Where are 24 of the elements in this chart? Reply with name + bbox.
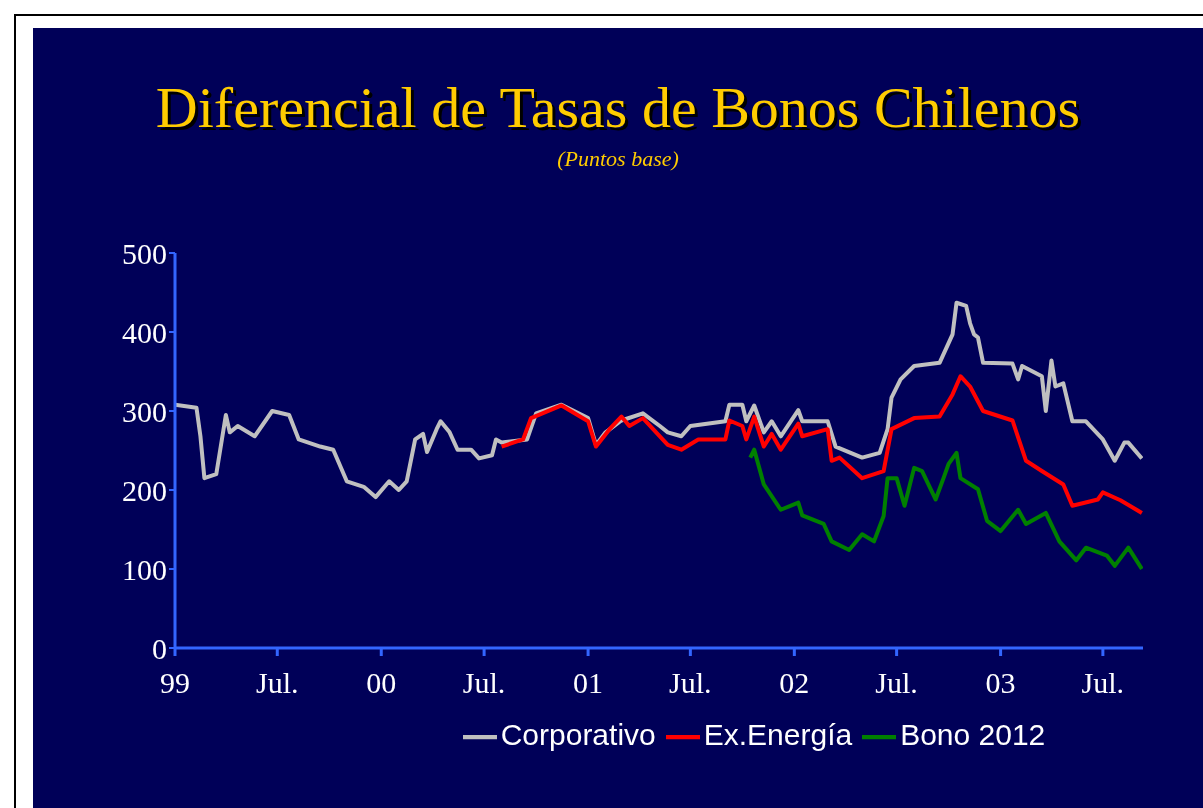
x-tick-label: 00 (366, 666, 397, 700)
x-tick-label: 99 (160, 666, 190, 700)
x-tick-label: Jul. (875, 666, 918, 700)
chart-subtitle: (Puntos base) (556, 146, 680, 172)
legend-label: Bono 2012 (900, 718, 1046, 751)
y-tick-label: 500 (122, 236, 167, 270)
x-tick-label: 01 (573, 666, 604, 700)
x-tick-label: 03 (985, 666, 1016, 700)
y-tick-label: 300 (122, 394, 167, 428)
y-tick-label: 400 (122, 315, 167, 349)
x-tick-label: Jul. (256, 666, 299, 700)
line-series (748, 447, 1143, 571)
y-tick-label: 100 (122, 552, 167, 586)
x-tick-label: Jul. (669, 666, 712, 700)
line-series (175, 300, 1143, 500)
line-series (499, 374, 1143, 515)
x-tick-label: Jul. (1081, 666, 1125, 700)
legend-label: Corporativo (500, 718, 656, 751)
chart-title: Diferencial de Tasas de Bonos Chilenos (154, 75, 1082, 140)
x-tick-label: Jul. (462, 666, 506, 700)
y-tick-label: 200 (122, 473, 167, 507)
legend-label: Ex.Energía (703, 718, 853, 751)
x-tick-label: 02 (779, 666, 810, 700)
y-tick-label: 0 (152, 631, 167, 665)
